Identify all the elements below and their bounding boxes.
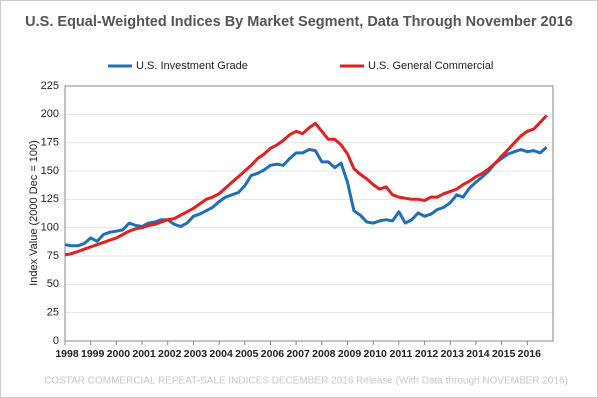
y-tick-label: 125 (41, 193, 59, 205)
x-tick-label: 2004 (209, 348, 233, 360)
series-line (64, 114, 548, 257)
y-tick-label: 25 (47, 307, 59, 319)
x-tick-label: 2001 (132, 348, 156, 360)
x-tick-label: 2005 (235, 348, 259, 360)
x-tick-label: 2003 (184, 348, 208, 360)
y-tick-label: 225 (41, 80, 59, 92)
x-tick-label: 1998 (55, 348, 79, 360)
x-tick-label: 2010 (364, 348, 388, 360)
x-tick-label: 2002 (158, 348, 182, 360)
y-tick-label: 175 (41, 137, 59, 149)
x-tick-label: 2012 (415, 348, 439, 360)
y-tick-label: 75 (47, 250, 59, 262)
y-tick-label: 0 (53, 335, 59, 347)
x-tick-label: 2006 (261, 348, 285, 360)
y-tick-label: 100 (41, 222, 59, 234)
x-tick-label: 1999 (81, 348, 105, 360)
x-tick-label: 2013 (441, 348, 465, 360)
x-tick-label: 2014 (466, 348, 490, 360)
series-line (64, 146, 548, 248)
footer: COSTAR COMMERCIAL REPEAT-SALE INDICES DE… (44, 376, 568, 387)
y-tick-label: 50 (47, 278, 59, 290)
plot-border (64, 85, 554, 342)
y-tick-label: 150 (41, 165, 59, 177)
legend-label: U.S. General Commercial (368, 60, 493, 72)
x-tick-label: 2000 (107, 348, 131, 360)
chart-title: U.S. Equal-Weighted Indices By Market Se… (25, 14, 573, 30)
x-tick-label: 2007 (286, 348, 310, 360)
x-tick-label: 2011 (390, 348, 413, 360)
x-tick-label: 2009 (338, 348, 362, 360)
x-tick-label: 2016 (518, 348, 542, 360)
y-axis-label: Index Value (2000 Dec = 100) (28, 140, 40, 286)
y-tick-label: 200 (41, 108, 59, 120)
x-tick-label: 2015 (492, 348, 516, 360)
x-tick-label: 2008 (312, 348, 336, 360)
legend-label: U.S. Investment Grade (136, 60, 248, 72)
